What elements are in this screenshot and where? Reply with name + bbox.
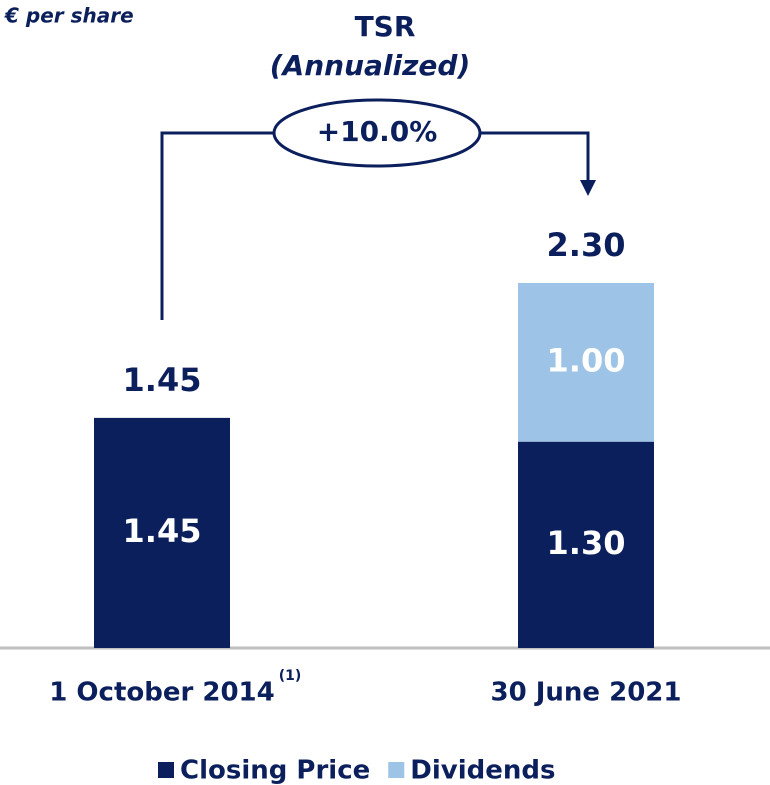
segment-label: 1.30 — [547, 524, 626, 562]
segment-label: 1.45 — [123, 512, 202, 550]
legend-label: Dividends — [410, 756, 555, 785]
category-label: 1 October 2014 — [49, 678, 274, 708]
annotation-subtitle: (Annualized) — [270, 49, 470, 82]
bar-segment — [94, 417, 230, 648]
connector — [160, 131, 590, 320]
total-label: 1.45 — [123, 361, 202, 399]
bar-segment — [518, 441, 654, 648]
legend-swatch — [388, 762, 405, 778]
legend-label: Closing Price — [180, 756, 370, 785]
unit-label: € per share — [4, 4, 134, 28]
segment-label: 1.00 — [547, 341, 626, 379]
annotation-value: +10.0% — [317, 115, 438, 148]
annotation-ellipse — [272, 98, 482, 168]
footnote-marker: (1) — [279, 668, 302, 684]
bar-segment — [518, 282, 654, 442]
total-label: 2.30 — [547, 226, 626, 264]
annotation-title: TSR — [355, 10, 416, 43]
category-label: 30 June 2021 — [491, 678, 682, 708]
arrow-head — [580, 180, 596, 196]
legend-swatch — [158, 762, 174, 778]
